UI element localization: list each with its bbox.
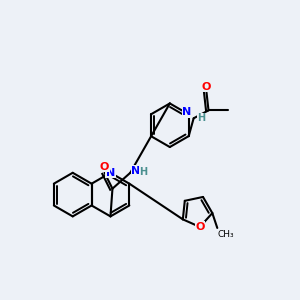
Text: N: N — [106, 168, 115, 178]
Text: N: N — [182, 107, 192, 117]
Text: O: O — [100, 162, 109, 172]
Text: H: H — [198, 113, 206, 123]
Text: O: O — [195, 222, 205, 232]
Text: O: O — [202, 82, 211, 92]
Text: CH₃: CH₃ — [217, 230, 234, 239]
Text: H: H — [139, 167, 147, 177]
Text: N: N — [131, 166, 140, 176]
